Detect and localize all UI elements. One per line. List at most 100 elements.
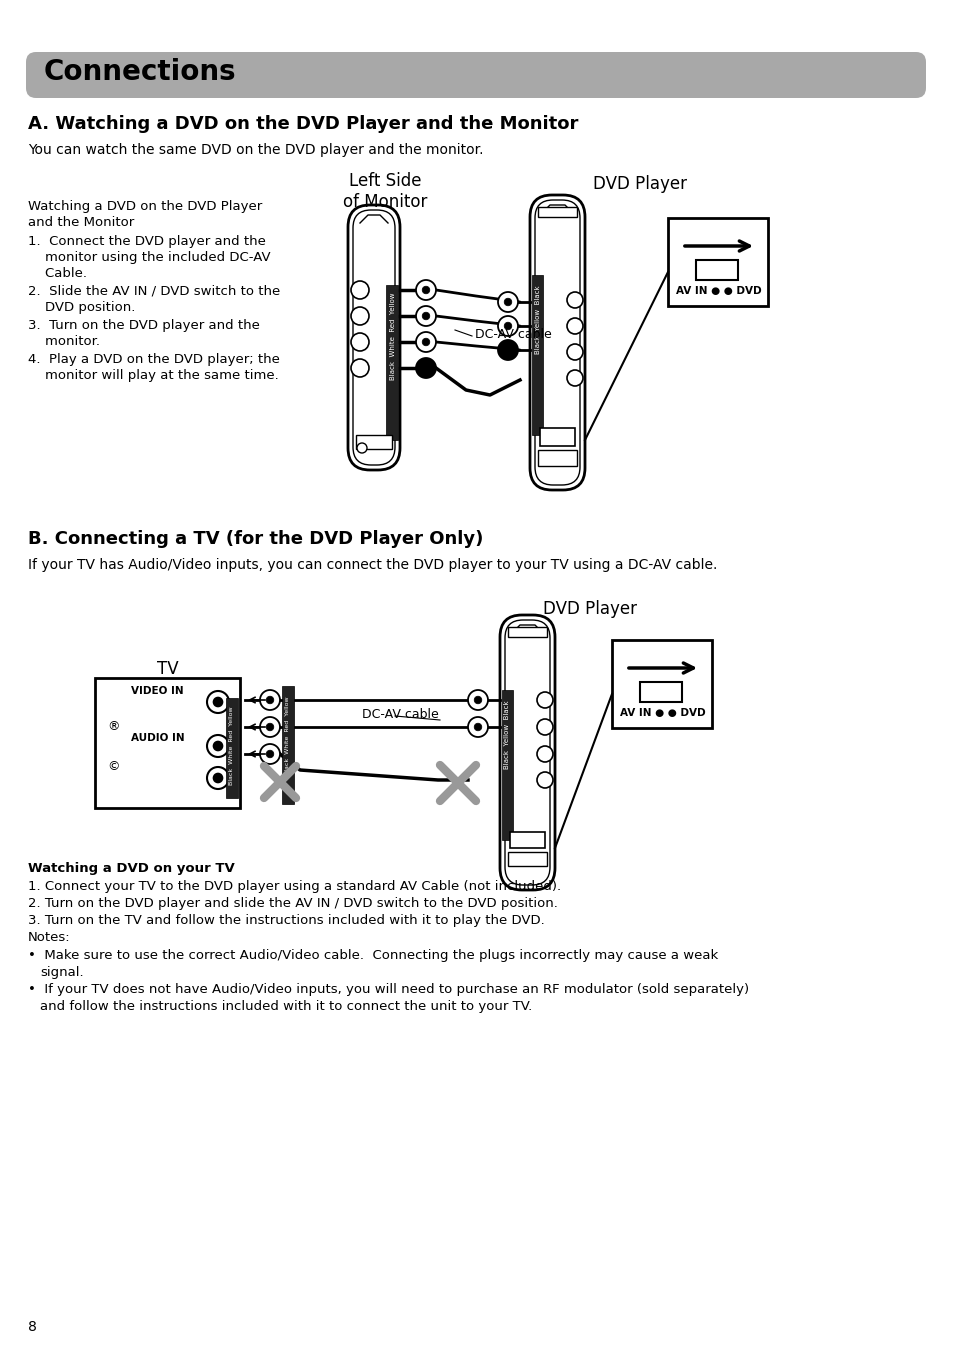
Bar <box>612 640 711 728</box>
Text: Notes:: Notes: <box>28 932 71 944</box>
Text: DVD Player: DVD Player <box>542 600 637 617</box>
Text: ©: © <box>107 760 119 773</box>
Circle shape <box>537 719 553 735</box>
Bar <box>639 682 681 701</box>
Bar <box>507 627 546 636</box>
Text: Watching a DVD on the DVD Player: Watching a DVD on the DVD Player <box>28 200 262 213</box>
Circle shape <box>416 332 436 352</box>
Circle shape <box>422 286 430 294</box>
Circle shape <box>566 344 582 360</box>
Text: monitor using the included DC-AV: monitor using the included DC-AV <box>28 250 271 264</box>
Text: 4.  Play a DVD on the DVD player; the: 4. Play a DVD on the DVD player; the <box>28 353 279 366</box>
Text: 2.  Slide the AV IN / DVD switch to the: 2. Slide the AV IN / DVD switch to the <box>28 284 280 298</box>
Circle shape <box>260 743 280 764</box>
Circle shape <box>504 347 511 353</box>
Circle shape <box>266 750 274 758</box>
Circle shape <box>213 742 222 750</box>
Circle shape <box>213 697 222 707</box>
FancyBboxPatch shape <box>530 195 584 490</box>
Circle shape <box>266 696 274 704</box>
Circle shape <box>351 333 369 351</box>
Circle shape <box>497 292 517 311</box>
Text: B. Connecting a TV (for the DVD Player Only): B. Connecting a TV (for the DVD Player O… <box>28 529 483 548</box>
Bar <box>95 678 240 808</box>
Circle shape <box>416 306 436 326</box>
Text: Black  White  Red  Yellow: Black White Red Yellow <box>285 696 291 774</box>
Circle shape <box>537 746 553 762</box>
Text: If your TV has Audio/Video inputs, you can connect the DVD player to your TV usi: If your TV has Audio/Video inputs, you c… <box>28 558 717 571</box>
Bar <box>696 260 738 280</box>
Text: Left Side
of Monitor: Left Side of Monitor <box>342 172 427 211</box>
Text: DVD position.: DVD position. <box>28 301 135 314</box>
Circle shape <box>468 691 488 709</box>
Bar <box>355 435 392 450</box>
Bar <box>282 686 294 804</box>
Text: A. Watching a DVD on the DVD Player and the Monitor: A. Watching a DVD on the DVD Player and … <box>28 115 578 133</box>
Circle shape <box>213 773 222 783</box>
Circle shape <box>537 772 553 788</box>
Circle shape <box>422 364 430 372</box>
Circle shape <box>207 766 229 789</box>
Text: Black  White  Red  Yellow: Black White Red Yellow <box>390 292 395 380</box>
Circle shape <box>474 723 481 731</box>
Bar <box>537 450 577 466</box>
Text: Watching a DVD on your TV: Watching a DVD on your TV <box>28 862 234 875</box>
FancyBboxPatch shape <box>26 51 925 97</box>
Text: Black  Yellow  Black: Black Yellow Black <box>503 700 510 769</box>
Text: 3.  Turn on the DVD player and the: 3. Turn on the DVD player and the <box>28 320 259 332</box>
Circle shape <box>260 691 280 709</box>
Circle shape <box>207 691 229 714</box>
FancyBboxPatch shape <box>348 204 399 470</box>
Bar <box>532 275 542 435</box>
Bar <box>539 428 575 445</box>
Bar <box>226 699 237 798</box>
Bar <box>537 207 577 217</box>
Circle shape <box>566 318 582 334</box>
FancyBboxPatch shape <box>499 615 555 890</box>
Bar <box>507 852 546 867</box>
Circle shape <box>474 696 481 704</box>
Circle shape <box>207 735 229 757</box>
Circle shape <box>504 298 511 306</box>
Circle shape <box>266 723 274 731</box>
Text: signal.: signal. <box>40 965 84 979</box>
Text: monitor.: monitor. <box>28 334 100 348</box>
Circle shape <box>356 443 367 454</box>
Circle shape <box>422 313 430 320</box>
Text: AV IN ● ● DVD: AV IN ● ● DVD <box>676 286 760 297</box>
Circle shape <box>416 280 436 301</box>
Text: 2. Turn on the DVD player and slide the AV IN / DVD switch to the DVD position.: 2. Turn on the DVD player and slide the … <box>28 896 558 910</box>
Circle shape <box>566 292 582 307</box>
Bar <box>386 284 397 440</box>
Bar <box>501 691 513 839</box>
Circle shape <box>351 307 369 325</box>
Circle shape <box>260 718 280 737</box>
Circle shape <box>497 340 517 360</box>
Text: AUDIO IN: AUDIO IN <box>131 733 185 743</box>
Circle shape <box>416 357 436 378</box>
Text: VIDEO IN: VIDEO IN <box>131 686 183 696</box>
FancyBboxPatch shape <box>535 200 579 485</box>
Text: TV: TV <box>157 659 178 678</box>
FancyBboxPatch shape <box>504 620 550 886</box>
Text: Black  White  Red  Yellow: Black White Red Yellow <box>230 705 234 784</box>
Text: Cable.: Cable. <box>28 267 87 280</box>
Text: ®: ® <box>107 720 119 733</box>
Text: and the Monitor: and the Monitor <box>28 217 134 229</box>
Text: monitor will play at the same time.: monitor will play at the same time. <box>28 370 278 382</box>
Text: DC-AV cable: DC-AV cable <box>361 708 438 720</box>
Text: 1.  Connect the DVD player and the: 1. Connect the DVD player and the <box>28 236 266 248</box>
Text: 1. Connect your TV to the DVD player using a standard AV Cable (not included).: 1. Connect your TV to the DVD player usi… <box>28 880 560 894</box>
Text: •  Make sure to use the correct Audio/Video cable.  Connecting the plugs incorre: • Make sure to use the correct Audio/Vid… <box>28 949 718 961</box>
Text: DVD Player: DVD Player <box>593 175 686 194</box>
Text: DC-AV cable: DC-AV cable <box>475 328 551 341</box>
Text: Black  Yellow  Black: Black Yellow Black <box>535 284 540 353</box>
Circle shape <box>566 370 582 386</box>
FancyBboxPatch shape <box>353 210 395 464</box>
Text: 3. Turn on the TV and follow the instructions included with it to play the DVD.: 3. Turn on the TV and follow the instruc… <box>28 914 544 927</box>
Circle shape <box>351 282 369 299</box>
Circle shape <box>504 322 511 330</box>
Bar <box>667 218 767 306</box>
Circle shape <box>468 718 488 737</box>
Text: •  If your TV does not have Audio/Video inputs, you will need to purchase an RF : • If your TV does not have Audio/Video i… <box>28 983 748 997</box>
